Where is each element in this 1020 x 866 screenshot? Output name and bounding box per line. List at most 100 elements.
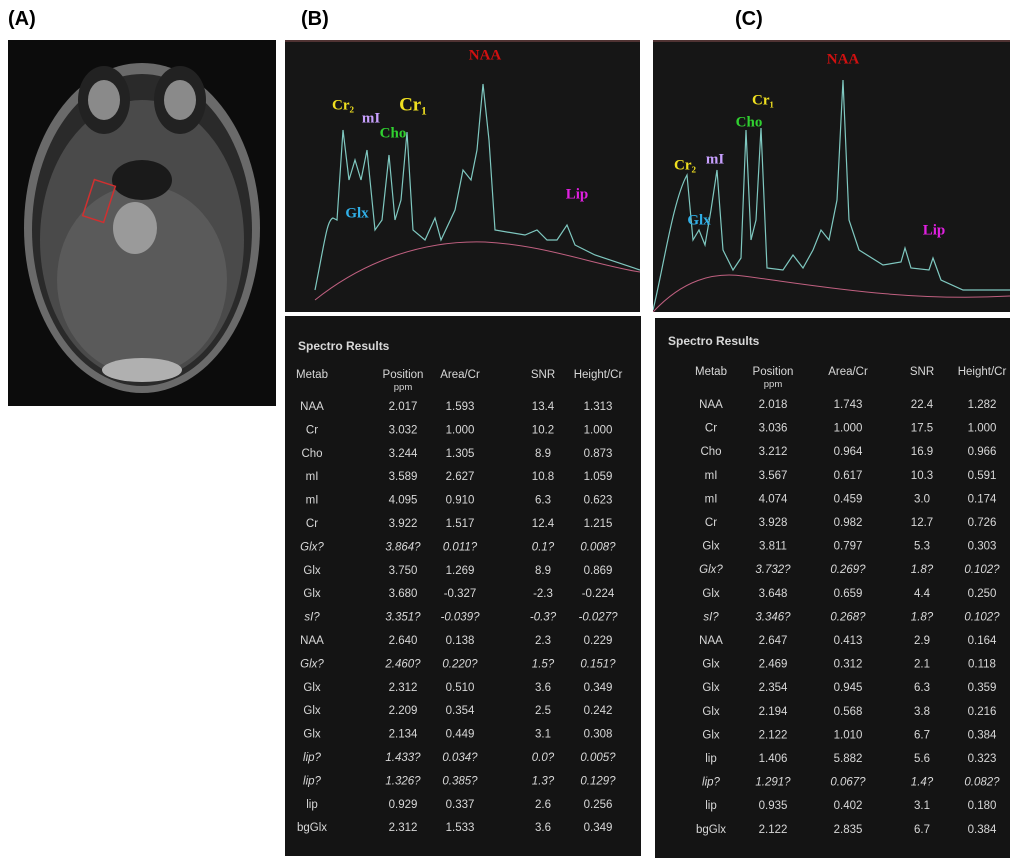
table-cell: 0.269? xyxy=(830,564,866,576)
table-cell: NAA xyxy=(699,399,723,411)
table-cell: 0.359 xyxy=(968,682,997,694)
table-cell: -0.027? xyxy=(578,612,618,624)
peak-label: NAA xyxy=(827,51,860,67)
table-cell: NAA xyxy=(300,401,324,413)
table-cell: 0.449 xyxy=(446,729,475,741)
table-cell: 3.567 xyxy=(759,470,788,482)
table-cell: Glx xyxy=(303,565,321,577)
table-cell: 0.935 xyxy=(759,800,788,812)
table-cell: 0.413 xyxy=(834,635,863,647)
table-cell: 0.964 xyxy=(834,446,863,458)
table-cell: 2.5 xyxy=(535,705,551,717)
table-cell: 3.750 xyxy=(389,565,418,577)
table-cell: 1.305 xyxy=(446,448,475,460)
table-cell: Glx? xyxy=(300,541,324,553)
table-cell: 0.312 xyxy=(834,659,863,671)
table-cell: 0.011? xyxy=(443,541,478,553)
table-cell: 22.4 xyxy=(911,399,934,411)
table-cell: 3.244 xyxy=(389,448,418,460)
spectrum: NAA Cr₁ Cho mI Cr₂ Glx Lip xyxy=(653,40,1010,312)
table-cell: 0.617 xyxy=(834,470,863,482)
table-cell: 0.256 xyxy=(584,799,613,811)
table-cell: -0.3? xyxy=(530,612,557,624)
table-cell: lip? xyxy=(702,777,721,789)
table-cell: 0.966 xyxy=(968,446,997,458)
table-cell: 0.102? xyxy=(964,564,1000,576)
table-cell: 3.732? xyxy=(755,564,791,576)
table-cell: 0.216 xyxy=(968,706,997,718)
table-cell: 0.659 xyxy=(834,588,863,600)
table-cell: 3.811 xyxy=(759,541,787,553)
table-cell: 0.402 xyxy=(834,800,863,812)
table-cell: 2.6 xyxy=(535,799,551,811)
table-cell: 0.337 xyxy=(446,799,475,811)
table-cell: 0.008? xyxy=(580,541,616,553)
table-cell: Cr xyxy=(306,518,318,530)
column-header: Position ppm xyxy=(383,369,424,392)
table-cell: 0.982 xyxy=(834,517,863,529)
table-cell: 2.647 xyxy=(759,635,788,647)
table-cell: 0.354 xyxy=(446,705,475,717)
peak-label: Cr₂ xyxy=(332,97,354,113)
mri-image xyxy=(8,40,276,406)
table-cell: 0.591 xyxy=(968,470,997,482)
table-cell: lip? xyxy=(303,775,322,787)
column-header: Height/Cr xyxy=(574,369,623,381)
table-cell: 3.928 xyxy=(759,517,788,529)
table-cell: Glx xyxy=(303,705,321,717)
table-cell: lip? xyxy=(303,752,322,764)
table-cell: 0.129? xyxy=(580,775,616,787)
table-cell: -2.3 xyxy=(533,588,553,600)
table-cell: 12.7 xyxy=(911,517,933,529)
table-cell: 1.282 xyxy=(968,399,997,411)
table-cell: 2.469 xyxy=(759,659,788,671)
table-cell: 3.351? xyxy=(385,612,421,624)
table-cell: 1.000 xyxy=(968,423,997,435)
column-header: Position ppm xyxy=(753,366,794,389)
table-cell: sI? xyxy=(304,612,320,624)
table-cell: NAA xyxy=(699,635,723,647)
table-cell: Glx xyxy=(702,541,720,553)
table-cell: 0.349 xyxy=(584,822,613,834)
table-cell: 2.122 xyxy=(759,824,788,836)
table-cell: Glx? xyxy=(300,658,324,670)
table-cell: 10.8 xyxy=(532,471,554,483)
table-cell: 0.067? xyxy=(830,777,866,789)
table-cell: 12.4 xyxy=(532,518,555,530)
peak-label: Cr₂ xyxy=(674,157,696,173)
table-cell: 0.118 xyxy=(968,659,996,671)
table-cell: 0.323 xyxy=(968,753,997,765)
table-cell: 1.8? xyxy=(911,564,934,576)
table-cell: 2.835 xyxy=(834,824,863,836)
table-cell: 0.242 xyxy=(584,705,613,717)
table-cell: 1.4? xyxy=(911,777,934,789)
results-table: Spectro Results Metab Position ppm Area/Cr SN… xyxy=(655,318,1010,858)
table-cell: 0.568 xyxy=(834,706,863,718)
table-cell: Glx xyxy=(303,729,321,741)
table-title: Spectro Results xyxy=(668,334,760,348)
table-cell: 2.3 xyxy=(535,635,551,647)
table-cell: 0.005? xyxy=(580,752,616,764)
table-cell: 1.406 xyxy=(759,753,788,765)
table-cell: 3.0 xyxy=(914,493,930,505)
peak-label: Glx xyxy=(345,205,369,221)
table-cell: 5.882 xyxy=(834,753,863,765)
table-cell: 4.074 xyxy=(759,493,788,505)
table-cell: -0.224 xyxy=(582,588,615,600)
table-cell: 16.9 xyxy=(911,446,933,458)
table-cell: 0.349 xyxy=(584,682,613,694)
table-cell: 3.032 xyxy=(389,424,418,436)
table-cell: 10.3 xyxy=(911,470,933,482)
table-cell: 3.346? xyxy=(755,611,791,623)
table-cell: 8.9 xyxy=(535,448,551,460)
table-cell: Glx xyxy=(702,659,720,671)
peak-label: Cho xyxy=(380,125,407,141)
spectrum: NAA Cr₂ mI Cr₁ Cho Glx Lip xyxy=(285,40,640,312)
table-cell: 1.291? xyxy=(755,777,791,789)
table-cell: 2.312 xyxy=(389,682,418,694)
table-cell: Glx xyxy=(303,682,321,694)
column-header: Area/Cr xyxy=(828,366,868,378)
peak-label: mI xyxy=(362,110,380,126)
table-cell: 0.797 xyxy=(834,541,863,553)
table-cell: mI xyxy=(705,470,718,482)
